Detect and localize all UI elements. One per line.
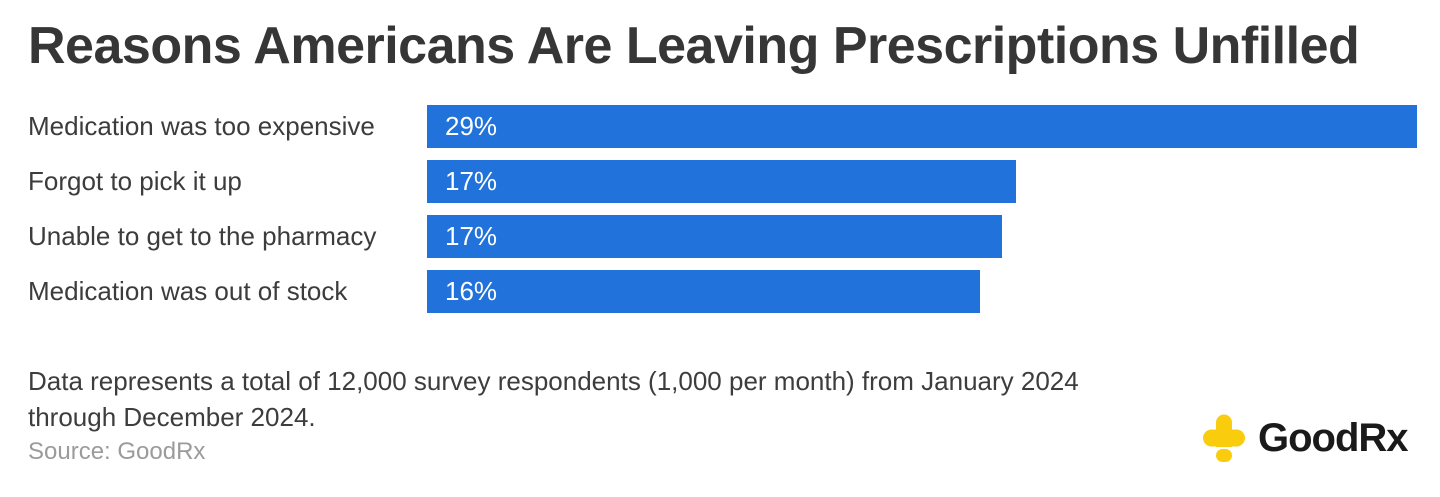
bar-row: Medication was too expensive 29% — [0, 105, 1440, 148]
chart-footnote: Data represents a total of 12,000 survey… — [28, 363, 1079, 435]
bar-category-label: Medication was too expensive — [28, 111, 375, 141]
footnote-line-2: through December 2024. — [28, 402, 316, 432]
footnote-line-1: Data represents a total of 12,000 survey… — [28, 366, 1079, 396]
bar: 17% — [427, 215, 1002, 258]
bar-row: Medication was out of stock 16% — [0, 270, 1440, 313]
source-label: Source: GoodRx — [28, 438, 206, 465]
goodrx-logo: GoodRx — [1203, 414, 1409, 462]
chart-title: Reasons Americans Are Leaving Prescripti… — [28, 17, 1360, 75]
bar: 29% — [427, 105, 1417, 148]
bar-row: Forgot to pick it up 17% — [0, 160, 1440, 203]
bar-value-label: 17% — [445, 166, 498, 196]
wordmark-good: Good — [1258, 416, 1359, 460]
bar-value-label: 16% — [445, 276, 498, 306]
bar-row: Unable to get to the pharmacy 17% — [0, 215, 1440, 258]
goodrx-cross-icon — [1203, 414, 1245, 462]
bar: 16% — [427, 270, 980, 313]
goodrx-wordmark: GoodRx — [1258, 414, 1409, 462]
bar: 17% — [427, 160, 1016, 203]
bar-value-label: 17% — [445, 221, 498, 251]
bar-value-label: 29% — [445, 111, 498, 141]
bar-chart: Medication was too expensive 29% Forgot to… — [0, 105, 1440, 325]
bar-category-label: Forgot to pick it up — [28, 166, 242, 196]
bar-category-label: Medication was out of stock — [28, 276, 348, 306]
bar-category-label: Unable to get to the pharmacy — [28, 221, 377, 251]
wordmark-rx: Rx — [1358, 416, 1408, 460]
